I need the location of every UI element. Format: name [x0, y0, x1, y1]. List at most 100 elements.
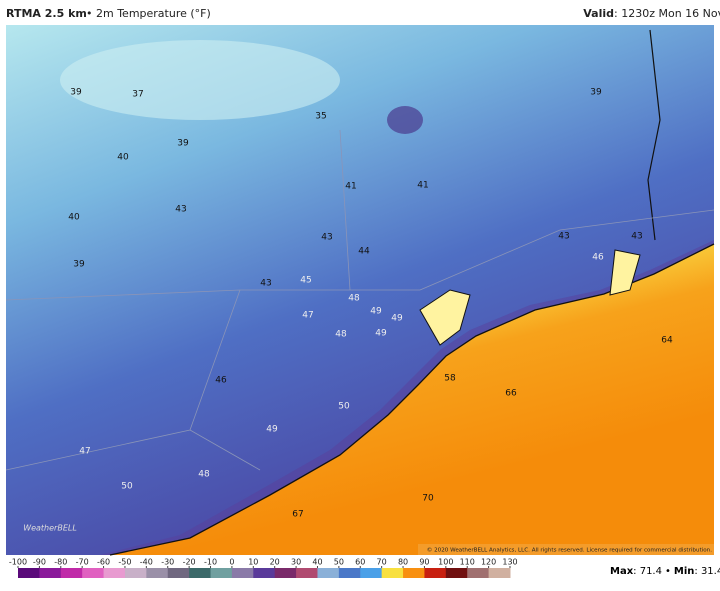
colorbar-segment: [381, 568, 404, 578]
station-value: 49: [266, 425, 278, 435]
colorbar-segment: [189, 568, 212, 578]
station-value: 48: [198, 470, 210, 480]
colorbar-tick-label: 20: [270, 558, 280, 567]
stats: Max: 71.4•Min: 31.4: [610, 566, 720, 577]
colorbar-tick-label: -10: [204, 558, 217, 567]
colorbar-segment: [296, 568, 318, 578]
station-value: 43: [558, 232, 569, 242]
station-value: 48: [335, 330, 347, 340]
colorbar-tick-label: -70: [76, 558, 89, 567]
cold-area: [60, 40, 340, 120]
station-value: 40: [117, 153, 129, 163]
colorbar-tick-label: 30: [291, 558, 301, 567]
stats-line: Max: 71.4•Min: 31.4: [610, 566, 720, 577]
station-value: 41: [345, 182, 356, 192]
colorbar-tick-label: 130: [502, 558, 517, 567]
station-value: 39: [590, 88, 602, 98]
station-value: 49: [391, 314, 403, 324]
colorbar-segment: [18, 568, 40, 578]
colorbar-tick-label: -40: [140, 558, 153, 567]
colorbar-tick-label: 90: [419, 558, 429, 567]
colorbar: -100 -90 -80 -70 -60 -50 -40 -30 -20 -10 0 10 20 30 40…: [9, 558, 518, 578]
station-value: 43: [260, 279, 271, 289]
valid-time: : 1230z Mon 16 Nov 2020: [614, 7, 720, 20]
station-value: 40: [68, 213, 80, 223]
model-name: RTMA 2.5 km: [6, 7, 87, 20]
station-value: 46: [592, 253, 604, 263]
max-value: : 71.4: [633, 566, 662, 577]
county-lines: [5, 129, 715, 471]
colorbar-tick-label: 0: [229, 558, 234, 567]
colorbar-segment: [60, 568, 83, 578]
colorbar-segment: [124, 568, 147, 578]
station-value: 50: [338, 402, 350, 412]
colorbar-tick-label: 120: [481, 558, 496, 567]
max-label: Max: [610, 566, 634, 577]
map: 39 37 35 39 40 39 41 41 40 43 43 44 43 4…: [5, 25, 715, 556]
station-value: 43: [175, 205, 186, 215]
colorbar-segment: [167, 568, 190, 578]
colorbar-segment: [231, 568, 254, 578]
colorbar-tick-label: 40: [312, 558, 322, 567]
station-value: 49: [375, 329, 387, 339]
colorbar-tick-label: -100: [9, 558, 27, 567]
station-value: 66: [505, 389, 517, 399]
station-value: 47: [302, 311, 313, 321]
colorbar-segment: [445, 568, 468, 578]
colorbar-segment: [338, 568, 361, 578]
colorbar-segment: [360, 568, 383, 578]
colorbar-segment: [253, 568, 276, 578]
min-label: Min: [674, 566, 695, 577]
colorbar-tick-label: 50: [334, 558, 344, 567]
copyright: © 2020 WeatherBELL Analytics, LLC. All r…: [427, 547, 712, 554]
colorbar-tick-label: -90: [33, 558, 46, 567]
station-value: 35: [315, 112, 326, 122]
colorbar-segment: [467, 568, 490, 578]
colorbar-tick-label: 60: [355, 558, 365, 567]
colorbar-tick-label: -80: [54, 558, 67, 567]
station-value: 45: [300, 276, 311, 286]
colorbar-tick-label: 70: [377, 558, 387, 567]
station-value: 43: [321, 233, 332, 243]
station-value: 47: [79, 447, 90, 457]
copyright-bg: [418, 544, 714, 555]
colorbar-segment: [103, 568, 126, 578]
colorbar-tick-label: 110: [460, 558, 475, 567]
colorbar-tick-label: 100: [438, 558, 453, 567]
station-value: 39: [73, 260, 85, 270]
station-value: 48: [348, 294, 360, 304]
colorbar-tick-label: -50: [118, 558, 131, 567]
gulf: [110, 244, 714, 555]
colorbar-segment: [403, 568, 425, 578]
logo: WeatherBELL: [23, 524, 77, 533]
station-value: 39: [177, 139, 189, 149]
colorbar-tick-label: -30: [161, 558, 174, 567]
colorbar-segment: [317, 568, 340, 578]
station-value: 43: [631, 232, 642, 242]
station-value: 46: [215, 376, 227, 386]
separator: •: [665, 566, 671, 577]
station-value: 39: [70, 88, 82, 98]
station-value: 64: [661, 336, 673, 346]
colorbar-segment: [146, 568, 169, 578]
colorbar-tick-label: 80: [398, 558, 408, 567]
colorbar-tick-label: -60: [97, 558, 110, 567]
station-value: 70: [422, 494, 434, 504]
station-value: 67: [292, 510, 303, 520]
colorbar-tick-label: -20: [183, 558, 196, 567]
header: RTMA 2.5 km • 2m Temperature (°F) Valid …: [6, 7, 720, 20]
colorbar-segment: [39, 568, 62, 578]
colorbar-tick-label: 10: [248, 558, 258, 567]
min-value: : 31.4: [694, 566, 720, 577]
station-value: 58: [444, 374, 456, 384]
bays: [419, 249, 641, 346]
valid-label: Valid: [583, 7, 614, 20]
state-line: [647, 29, 661, 241]
colorbar-segment: [424, 568, 447, 578]
station-value: 37: [132, 90, 143, 100]
station-value: 44: [358, 247, 370, 257]
colorbar-segment: [210, 568, 233, 578]
station-value: 50: [121, 482, 133, 492]
station-value: 49: [370, 307, 382, 317]
